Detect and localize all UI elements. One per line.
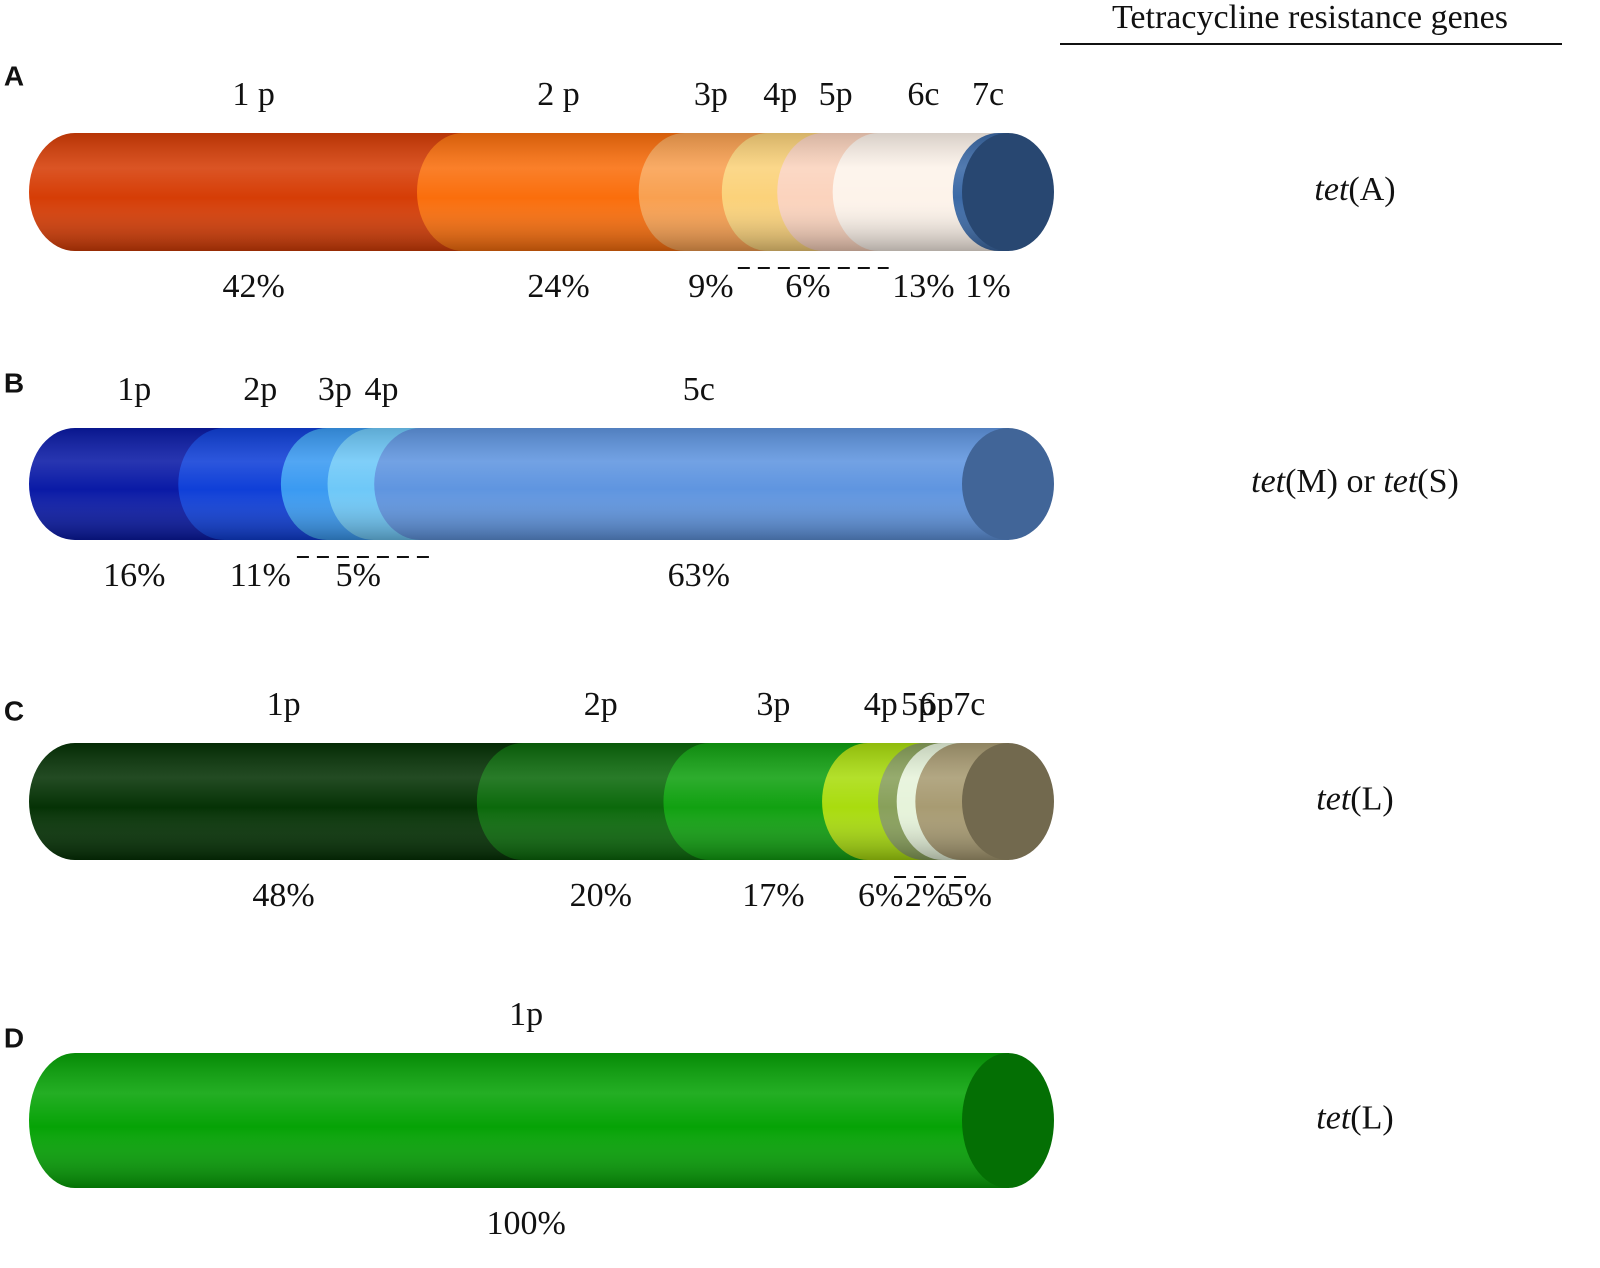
- header: Tetracycline resistance genes: [1112, 0, 1508, 36]
- gene-label-part: (A): [1348, 171, 1395, 208]
- gene-label-part: (L): [1350, 780, 1393, 817]
- segment-label: 3p: [694, 76, 728, 113]
- segment-label: 1p: [509, 996, 543, 1033]
- gene-label-part: (L): [1350, 1099, 1393, 1136]
- segment-label: 5p: [819, 76, 853, 113]
- segment-label: 1p: [267, 686, 301, 723]
- panel-letter: A: [4, 60, 24, 91]
- value-label: 48%: [252, 877, 314, 914]
- panel-letter: B: [4, 367, 24, 398]
- value-label: 11%: [230, 557, 291, 594]
- value-label: 20%: [570, 877, 632, 914]
- segment-label: 6p: [920, 686, 954, 723]
- bar-shading: [29, 743, 1009, 860]
- segment-label: 5c: [683, 371, 715, 408]
- gene-label: tet(A): [1314, 171, 1395, 208]
- value-label: 42%: [222, 268, 284, 305]
- value-label: 1%: [965, 268, 1010, 305]
- segment-label: 4p: [763, 76, 797, 113]
- segment-label: 2p: [243, 371, 277, 408]
- segment-label: 1p: [117, 371, 151, 408]
- gene-label: tet(M) or tet(S): [1251, 463, 1459, 500]
- segment-label: 3p: [318, 371, 352, 408]
- value-label: 24%: [527, 268, 589, 305]
- bar-end-cap: [962, 743, 1054, 860]
- bar-shading: [29, 1053, 1009, 1188]
- gene-label-part: tet: [1314, 171, 1350, 208]
- value-label: 100%: [487, 1205, 566, 1242]
- bar-end-cap: [962, 428, 1054, 540]
- value-label: 13%: [892, 268, 954, 305]
- value-label: 17%: [742, 877, 804, 914]
- value-label: 5%: [947, 877, 992, 914]
- gene-label-part: tet: [1251, 463, 1287, 500]
- segment-label: 7c: [972, 76, 1004, 113]
- segment-label: 4p: [365, 371, 399, 408]
- bar-end-cap: [962, 1053, 1054, 1188]
- gene-label-part: tet: [1383, 463, 1419, 500]
- segment-label: 7c: [953, 686, 985, 723]
- value-label: 63%: [668, 557, 730, 594]
- bar-shading: [29, 428, 1008, 540]
- value-label: 5%: [336, 557, 381, 594]
- bar-shading: [29, 133, 1008, 251]
- bar-end-cap: [962, 133, 1054, 251]
- gene-label-part: tet: [1316, 1099, 1352, 1136]
- gene-label-part: (S): [1417, 463, 1459, 500]
- value-label: 16%: [103, 557, 165, 594]
- segment-label: 3p: [756, 686, 790, 723]
- value-label: 6%: [858, 877, 903, 914]
- gene-label: tet(L): [1316, 1099, 1393, 1136]
- segment-label: 4p: [864, 686, 898, 723]
- value-label: 6%: [785, 268, 830, 305]
- segment-label: 6c: [907, 76, 939, 113]
- gene-label-part: tet: [1316, 780, 1352, 817]
- segment-label: 2 p: [537, 76, 580, 113]
- gene-label-part: (M) or: [1285, 463, 1383, 500]
- panel-letter: C: [4, 695, 24, 726]
- segment-label: 5p: [901, 686, 935, 723]
- gene-label: tet(L): [1316, 780, 1393, 817]
- value-label: 9%: [688, 268, 733, 305]
- segment-label: 1 p: [232, 76, 275, 113]
- panel-letter: D: [4, 1022, 24, 1053]
- segment-label: 2p: [584, 686, 618, 723]
- value-label: 2%: [905, 877, 950, 914]
